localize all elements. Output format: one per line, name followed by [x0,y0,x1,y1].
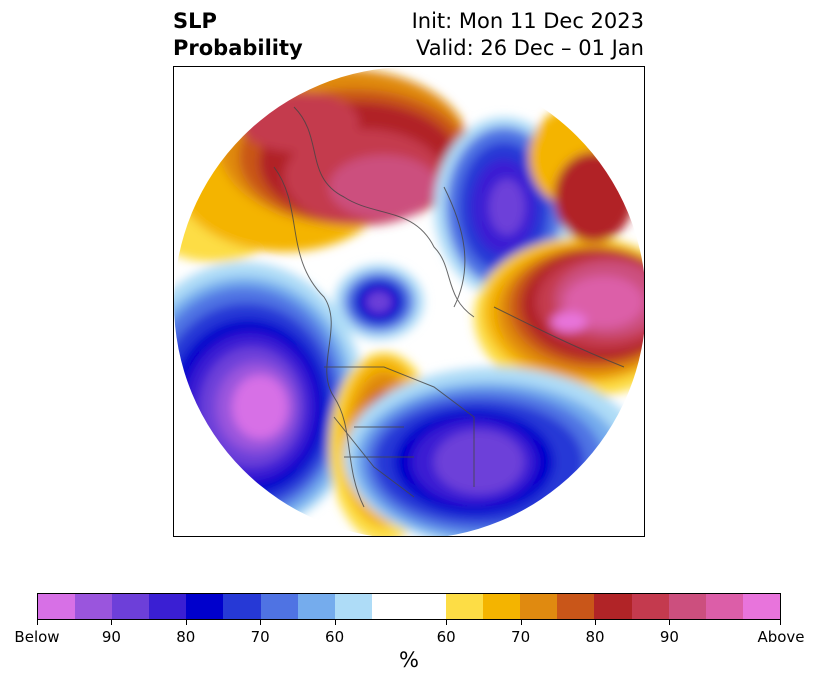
colorbar-segment [408,594,447,619]
colorbar-segment [742,594,780,619]
colorbar [37,593,781,620]
colorbar-tick-label: Above [757,628,805,646]
init-date: Init: Mon 11 Dec 2023 [411,9,644,33]
valid-range: Valid: 26 Dec – 01 Jan [415,36,644,60]
colorbar-segment [446,594,484,619]
colorbar-segment [112,594,150,619]
colorbar-segment [705,594,743,619]
colorbar-segment [631,594,669,619]
colorbar-segment [186,594,224,619]
title-line-1: SLP [173,9,217,33]
colorbar-segment [260,594,298,619]
colorbar-tick [520,620,522,625]
colorbar-segment [557,594,595,619]
colorbar-tick-label: 80 [585,628,605,646]
colorbar-tick [260,620,262,625]
colorbar-segment [75,594,113,619]
colorbar-tick-label: 80 [176,628,196,646]
colorbar-units: % [399,648,419,672]
colorbar-tick [111,620,113,625]
colorbar-tick-label: 70 [511,628,531,646]
colorbar-segment [149,594,187,619]
colorbar-segment [223,594,261,619]
colorbar-segment [38,594,76,619]
colorbar-segment [594,594,632,619]
probability-field [174,67,644,536]
colorbar-ticks [37,620,781,628]
colorbar-tick [669,620,671,625]
map-title: SLP Probability [173,8,303,62]
forecast-dates: Init: Mon 11 Dec 2023 Valid: 26 Dec – 01… [412,8,644,62]
colorbar-tick [595,620,596,625]
colorbar-tick-label: 90 [101,628,121,646]
colorbar-segment [334,594,372,619]
colorbar-segment [371,594,409,619]
colorbar-tick-label: 60 [325,628,345,646]
colorbar-tick [185,620,187,625]
colorbar-tick [37,620,38,625]
colorbar-segment [668,594,706,619]
colorbar-tick [780,620,781,625]
colorbar-tick-label: 90 [659,628,679,646]
colorbar-segment [483,594,521,619]
colorbar-tick [446,620,448,625]
colorbar-tick-label: 60 [436,628,456,646]
colorbar-tick-label: Below [14,628,60,646]
polar-map [173,66,645,537]
colorbar-segment [297,594,335,619]
colorbar-tick [334,620,336,625]
colorbar-segment [520,594,558,619]
title-line-2: Probability [173,36,303,60]
colorbar-tick-label: 70 [250,628,270,646]
